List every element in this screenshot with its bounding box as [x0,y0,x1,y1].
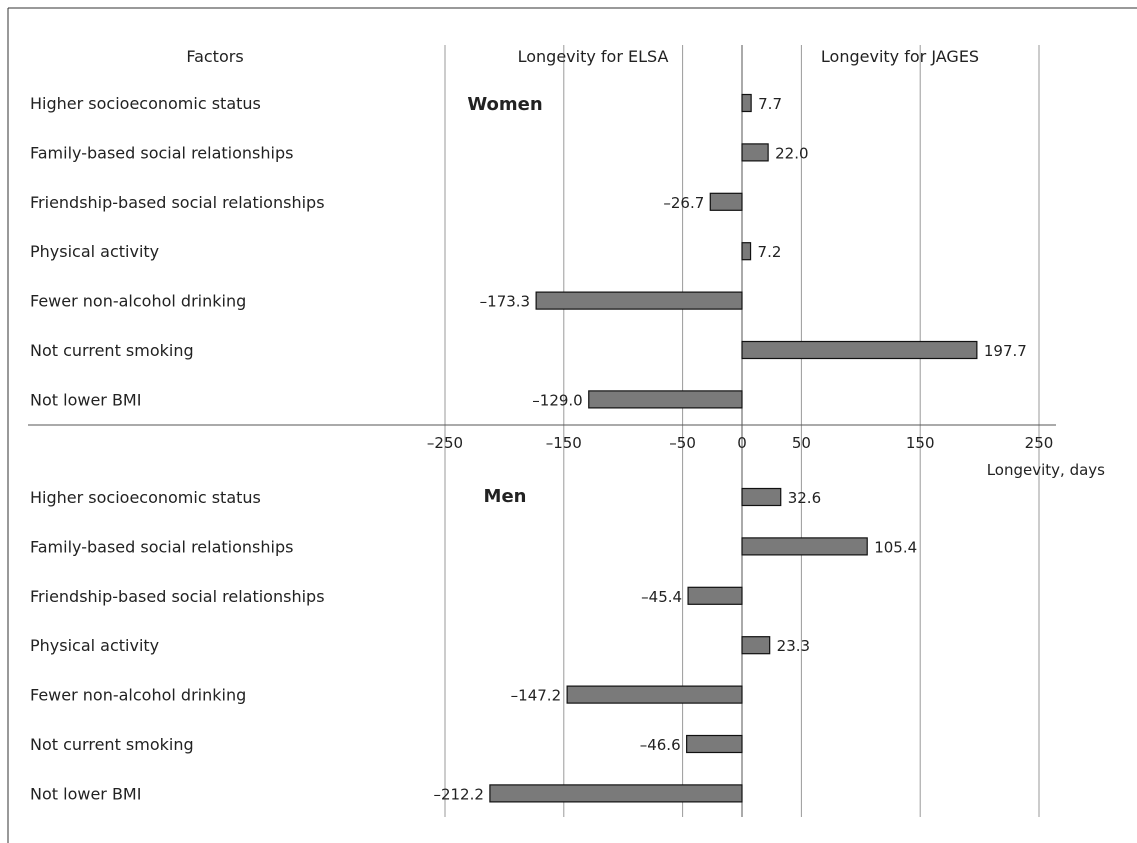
value-label: –173.3 [480,293,530,311]
x-tick-label: –150 [546,434,582,452]
panel-label: Women [467,94,542,115]
value-label: 7.2 [758,243,782,261]
factors-header: Factors [186,47,243,66]
value-label: –45.4 [641,588,682,606]
value-label: –129.0 [532,391,582,409]
factor-label: Physical activity [30,636,159,655]
panel-men: Men Higher socioeconomic status 32.6 Family… [30,486,917,803]
bar [741,537,868,556]
x-tick-labels: –250 –150 –50 0 50 150 250 [427,434,1053,452]
panels: Women Higher socioeconomic status 7.7 Famil… [30,93,1027,803]
value-label: –147.2 [511,687,561,705]
factor-label: Family-based social relationships [30,537,293,556]
factor-label: Not current smoking [30,341,194,360]
bar [535,291,743,310]
jages-header: Longevity for JAGES [821,47,979,66]
bar [489,784,743,803]
factor-label: Friendship-based social relationships [30,193,325,212]
value-label: –26.7 [663,194,704,212]
factor-label: Not current smoking [30,735,194,754]
bar [741,487,782,507]
value-label: 23.3 [777,637,810,655]
value-label: 197.7 [984,342,1027,360]
x-tick-label: 0 [737,434,747,452]
factor-label: Fewer non-alcohol drinking [30,686,246,705]
bar [687,586,743,605]
x-tick-label: 150 [906,434,935,452]
bar [741,340,978,360]
factor-label: Friendship-based social relationships [30,587,325,606]
factor-label: Family-based social relationships [30,143,293,162]
bar [741,636,771,655]
bar [686,734,743,754]
factor-label: Not lower BMI [30,784,141,803]
bar [588,390,743,409]
factor-label: Higher socioeconomic status [30,488,261,507]
factor-label: Not lower BMI [30,390,141,409]
bar [709,192,743,211]
x-tick-label: 250 [1025,434,1054,452]
x-tick-label: 50 [792,434,811,452]
x-tick-label: –50 [669,434,696,452]
panel-label: Men [484,486,527,507]
value-label: 7.7 [758,95,782,113]
bar [741,242,752,261]
bar [566,685,743,704]
factor-label: Fewer non-alcohol drinking [30,292,246,311]
value-label: 22.0 [775,144,808,162]
value-label: –212.2 [433,785,483,803]
factor-label: Higher socioeconomic status [30,94,261,113]
panel-women: Women Higher socioeconomic status 7.7 Famil… [30,93,1027,409]
value-label: 105.4 [874,538,917,556]
bar [741,143,769,162]
bar [741,93,752,113]
value-label: 32.6 [788,489,821,507]
value-label: –46.6 [640,736,681,754]
factor-label: Physical activity [30,242,159,261]
x-axis-title: Longevity, days [987,461,1105,479]
elsa-header: Longevity for ELSA [518,47,669,66]
grid-lines [444,45,1040,817]
x-tick-label: –250 [427,434,463,452]
